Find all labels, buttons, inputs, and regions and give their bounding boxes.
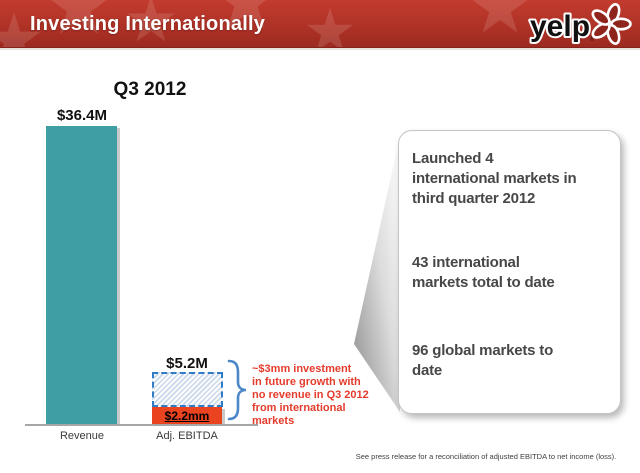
ebitda-bar: $2.2mm — [152, 407, 222, 424]
callout-box: Launched 4 international markets in thir… — [398, 130, 621, 414]
annotation-line: in future growth with — [252, 376, 361, 388]
ebitda-bar-label: $2.2mm — [164, 408, 210, 423]
footnote: See press release for a reconciliation o… — [355, 452, 617, 461]
callout-line: Launched 4 — [412, 150, 494, 167]
category-label-ebitda: Adj. EBITDA — [156, 430, 218, 442]
callout-line: 43 international — [412, 254, 520, 271]
yelp-reg-mark: ® — [590, 36, 595, 43]
callout-item: 43 international markets total to date — [412, 253, 617, 293]
annotation-line: no revenue in Q3 2012 — [252, 389, 369, 401]
star-icon — [306, 8, 354, 47]
annotation-line: ~$3mm investment — [252, 363, 352, 375]
category-label-revenue: Revenue — [59, 430, 105, 442]
callout-item: Launched 4 international markets in thir… — [412, 149, 617, 209]
yelp-burst-icon — [591, 3, 632, 45]
page-title: Investing Internationally — [30, 13, 266, 35]
annotation: ~$3mm investment in future growth with n… — [252, 363, 382, 428]
x-axis — [25, 424, 258, 426]
callout-line: markets total to date — [412, 274, 555, 291]
yelp-logo: yelp ® — [528, 3, 632, 45]
annotation-line: markets — [252, 415, 295, 427]
chart-title: Q3 2012 — [113, 79, 187, 100]
callout-line: 96 global markets to — [412, 342, 554, 359]
callout-line: international markets in — [412, 170, 577, 187]
brace-icon — [227, 359, 247, 421]
callout-line: third quarter 2012 — [412, 190, 536, 207]
header-divider — [0, 48, 640, 50]
investment-dashed-box — [152, 372, 223, 407]
revenue-value-label: $36.4M — [56, 107, 108, 124]
header: Investing Internationally yelp ® — [0, 0, 640, 48]
star-icon — [471, 0, 529, 33]
callout-tail — [354, 136, 400, 412]
revenue-bar — [46, 126, 117, 424]
callout-line: date — [412, 362, 443, 379]
yelp-wordmark: yelp — [530, 10, 590, 43]
ebitda-value-label: $5.2M — [166, 355, 208, 372]
annotation-line: from international — [252, 402, 346, 414]
callout-item: 96 global markets to date — [412, 341, 617, 381]
